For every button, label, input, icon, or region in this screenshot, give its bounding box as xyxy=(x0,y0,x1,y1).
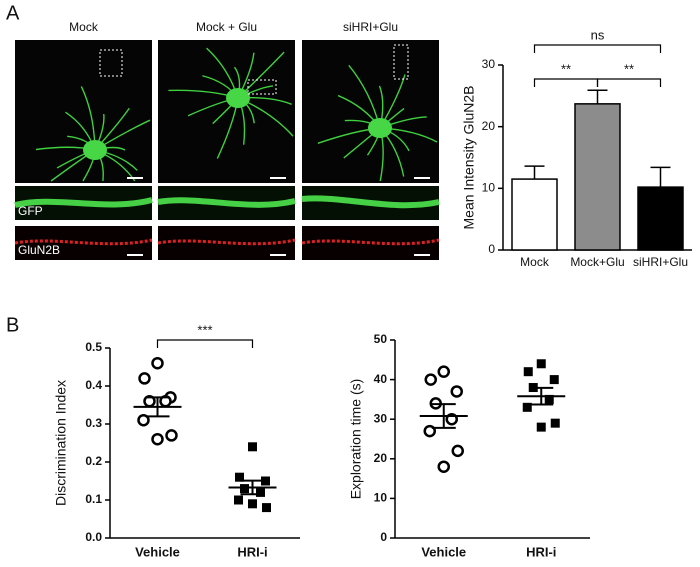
point xyxy=(523,367,533,377)
y-tick-label: 0.5 xyxy=(85,340,102,354)
point xyxy=(138,372,151,385)
x-tick-label: Vehicle xyxy=(421,544,466,559)
y-tick-label: 0 xyxy=(380,530,387,544)
point xyxy=(550,418,560,428)
significance-label: *** xyxy=(197,322,212,337)
significance-bracket xyxy=(156,339,254,348)
significance-label: ** xyxy=(561,61,571,76)
roi-box xyxy=(247,79,277,95)
point xyxy=(234,495,243,505)
y-tick-label: 0.3 xyxy=(85,416,102,430)
point xyxy=(450,385,463,398)
gfp-dendrite xyxy=(14,197,153,208)
significance-bracket xyxy=(596,78,662,87)
y-tick-label: 30 xyxy=(374,411,388,425)
channel-label: GluN2B xyxy=(18,243,60,257)
panel-label: B xyxy=(6,314,19,336)
point xyxy=(437,460,450,473)
image-title: Mock xyxy=(69,20,99,34)
bar xyxy=(511,178,558,251)
point xyxy=(549,375,559,385)
image-title: siHRI+Glu xyxy=(343,20,398,34)
point xyxy=(437,365,450,378)
significance-label: ns xyxy=(591,27,605,42)
y-tick-label: 40 xyxy=(374,372,388,386)
soma xyxy=(83,140,107,160)
significance-bracket xyxy=(533,78,599,87)
significance-bracket xyxy=(533,44,662,53)
glun2b-signal xyxy=(301,238,440,246)
y-tick-label: 0.4 xyxy=(85,378,102,392)
y-tick-label: 50 xyxy=(374,332,388,346)
y-tick-label: 20 xyxy=(374,451,388,465)
point xyxy=(240,484,249,494)
soma xyxy=(368,118,392,138)
y-tick-label: 0.0 xyxy=(85,530,102,544)
significance-label: ** xyxy=(624,61,634,76)
point xyxy=(451,444,464,458)
point xyxy=(165,429,178,442)
micrograph xyxy=(302,40,439,183)
y-axis-title: Exploration time (s) xyxy=(348,379,364,500)
point xyxy=(544,394,554,404)
bar xyxy=(637,186,684,251)
point xyxy=(536,359,546,369)
point xyxy=(522,402,532,412)
point xyxy=(151,432,164,446)
glun2b-signal xyxy=(157,238,296,246)
image-title: Mock + Glu xyxy=(196,20,257,34)
x-tick-label: Mock+Glu xyxy=(570,255,624,269)
point xyxy=(424,373,437,386)
point xyxy=(151,356,164,370)
point xyxy=(256,487,265,497)
y-tick-label: 10 xyxy=(374,491,388,505)
x-tick-label: siHRI+Glu xyxy=(633,255,688,269)
point xyxy=(235,472,244,482)
channel-label: GFP xyxy=(18,204,43,218)
x-tick-label: HRI-i xyxy=(526,544,556,559)
point xyxy=(262,503,271,513)
soma xyxy=(226,88,250,108)
x-tick-label: HRI-i xyxy=(237,544,267,559)
y-tick-label: 0.1 xyxy=(85,492,102,506)
point xyxy=(261,476,270,486)
micrograph xyxy=(15,40,152,183)
point xyxy=(137,413,150,427)
point xyxy=(248,499,257,509)
y-tick-label: 10 xyxy=(482,181,496,195)
gfp-dendrite xyxy=(301,195,440,209)
y-axis-title: Discrimination Index xyxy=(53,380,69,506)
x-tick-label: Mock xyxy=(520,255,550,269)
gfp-dendrite xyxy=(157,197,296,208)
point xyxy=(248,442,257,452)
point xyxy=(536,422,546,432)
bar xyxy=(574,103,621,251)
y-tick-label: 0 xyxy=(488,242,495,256)
y-tick-label: 0.2 xyxy=(85,454,102,468)
y-tick-label: 20 xyxy=(482,119,496,133)
glun2b-signal xyxy=(14,238,153,246)
panel-label: A xyxy=(6,2,20,24)
x-tick-label: Vehicle xyxy=(135,544,180,559)
y-axis-title: Mean Intensity GluN2B xyxy=(461,86,477,230)
y-tick-label: 30 xyxy=(482,57,496,71)
